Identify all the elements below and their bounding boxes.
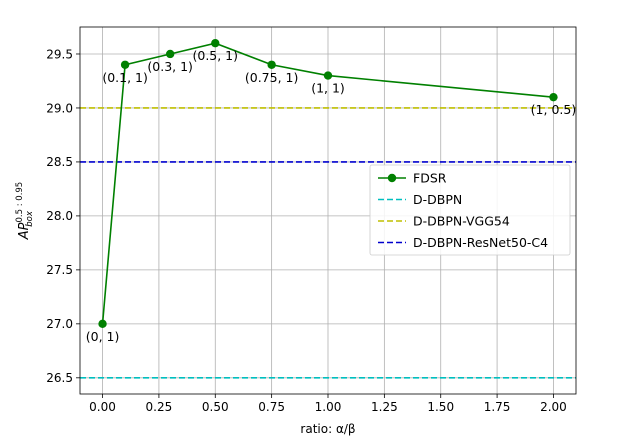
point-label: (0.75, 1)	[245, 70, 299, 85]
x-axis-ticks: 0.00 0.25 0.50 0.75 1.00 1.25 1.50 1.75 2.00	[89, 394, 567, 414]
x-tick-label: 1.25	[371, 400, 398, 414]
point-label: (1, 0.5)	[531, 102, 577, 117]
x-tick-label: 2.00	[540, 400, 567, 414]
x-tick-label: 1.00	[315, 400, 342, 414]
legend-marker	[387, 173, 397, 183]
point-label: (1, 1)	[311, 81, 345, 96]
fdsr-point	[267, 60, 276, 69]
fdsr-point	[549, 92, 558, 102]
fdsr-point	[323, 71, 333, 80]
y-tick-label: 28.0	[46, 209, 73, 223]
x-axis-title: ratio: α/β	[300, 422, 355, 436]
legend-item-d-dbpn-vgg54: D-DBPN-VGG54	[378, 214, 510, 229]
legend-label: D-DBPN	[413, 192, 462, 207]
y-axis-title-base: AP	[17, 222, 32, 240]
y-tick-label: 27.5	[46, 263, 73, 277]
fdsr-point	[98, 319, 107, 329]
point-label: (0.1, 1)	[102, 70, 148, 85]
legend-label: D-DBPN-ResNet50-C4	[413, 235, 548, 250]
point-label: (0.3, 1)	[147, 59, 193, 74]
legend: FDSR D-DBPN D-DBPN-VGG54 D-DBPN-ResNet50-C4	[369, 164, 571, 256]
x-tick-label: 1.50	[427, 400, 454, 414]
point-labels: (0, 1) (0.1, 1)(0.3, 1)(0.5, 1) (0.75, 1) (…	[86, 48, 576, 344]
x-tick-label: 0.50	[202, 400, 229, 414]
y-tick-label: 27.0	[46, 317, 73, 331]
y-axis-title: AP0.5 : 0.95box	[15, 182, 35, 240]
x-tick-label: 0.00	[89, 400, 116, 414]
fdsr-point	[120, 60, 130, 69]
y-tick-label: 28.5	[46, 155, 73, 169]
x-tick-label: 0.75	[258, 400, 285, 414]
y-tick-label: 29.5	[46, 47, 73, 61]
legend-item-fdsr: FDSR	[378, 171, 447, 186]
legend-item-d-dbpn: D-DBPN	[378, 192, 462, 207]
fdsr-series	[98, 38, 558, 329]
fdsr-point	[165, 49, 175, 59]
y-axis-ticks: 26.5 27.0 27.5 28.0 28.5 29.0 29.5	[46, 47, 80, 385]
y-tick-label: 26.5	[46, 371, 73, 385]
legend-label: D-DBPN-VGG54	[413, 214, 510, 229]
point-label: (0, 1)	[86, 329, 120, 344]
legend-item-d-dbpn-resnet50-c4: D-DBPN-ResNet50-C4	[378, 235, 548, 250]
reference-lines	[80, 107, 576, 379]
fdsr-point	[211, 38, 220, 48]
x-tick-label: 1.75	[484, 400, 511, 414]
x-tick-label: 0.25	[146, 400, 173, 414]
y-tick-label: 29.0	[46, 101, 73, 115]
point-label: (0.5, 1)	[192, 48, 238, 63]
legend-box	[369, 164, 571, 256]
legend-label: FDSR	[413, 171, 447, 186]
y-axis-title-subscript: box	[25, 210, 35, 227]
y-axis-title-superscript: 0.5 : 0.95	[15, 182, 25, 223]
